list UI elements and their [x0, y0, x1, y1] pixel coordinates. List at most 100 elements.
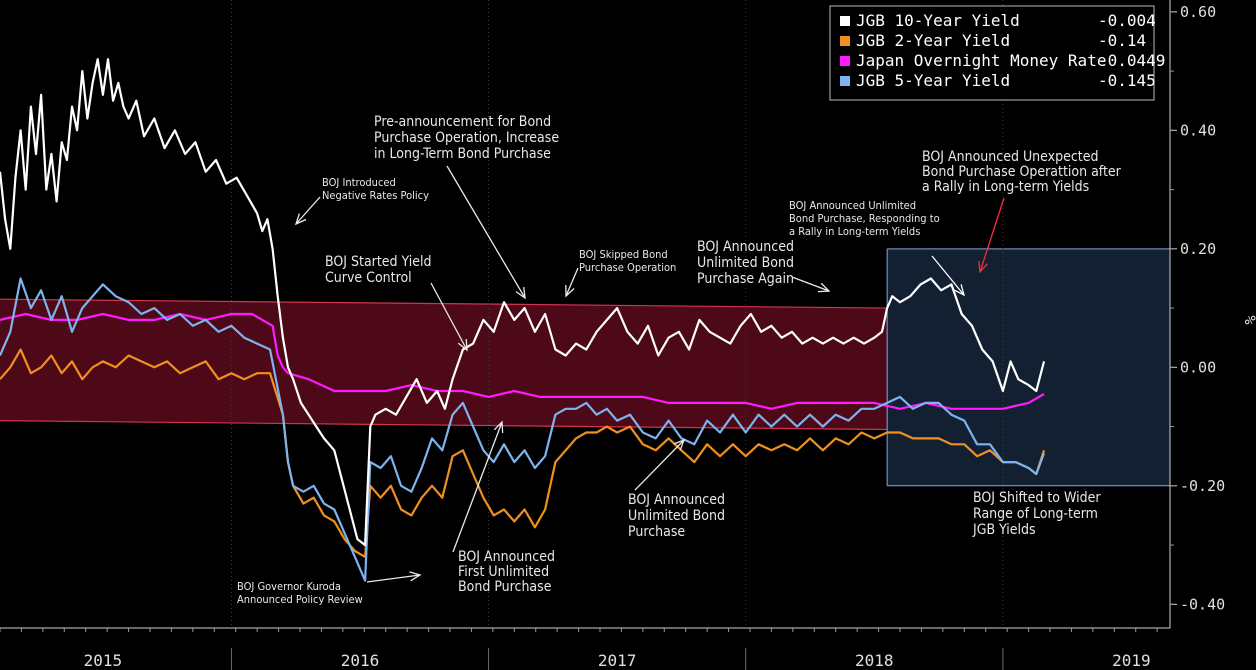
annotation-arrow-5: [791, 276, 831, 293]
annotation-5-line-3: Purchase Again: [697, 271, 794, 287]
annotation-2-line-1: BOJ Started Yield: [325, 254, 431, 270]
annotation-4-line-2: Purchase Operation: [579, 261, 676, 274]
y-tick-label: 0.00: [1180, 358, 1216, 376]
yield-curve-control-band: [0, 299, 888, 430]
x-tick-label: 2017: [598, 651, 637, 670]
legend-value-1: -0.004: [1098, 11, 1156, 30]
legend-value-3: -0.0449: [1098, 51, 1165, 70]
annotation-10-line-2: Announced Policy Review: [237, 593, 363, 606]
annotation-11-line-1: BOJ Shifted to Wider: [973, 490, 1101, 506]
annotation-9-line-2: First Unlimited: [458, 564, 549, 580]
annotation-arrow-9: [452, 420, 504, 553]
arrow-shaft: [791, 276, 830, 292]
annotation-6-line-1: BOJ Announced Unlimited: [789, 199, 916, 212]
wider-range-band: [887, 248, 1170, 486]
annotation-8-line-2: Unlimited Bond: [628, 508, 725, 524]
arrow-shaft: [931, 255, 965, 296]
arrow-shaft: [366, 574, 421, 583]
x-tick-label: 2019: [1112, 651, 1151, 670]
arrow-head: [493, 420, 504, 434]
legend-label-1: JGB 10-Year Yield: [856, 11, 1020, 30]
series-line-jgb-5-year-yield: [0, 277, 1046, 582]
annotation-8-line-1: BOJ Announced: [628, 492, 725, 508]
annotation-arrow-6: [931, 255, 966, 297]
annotation-7-line-2: Bond Purchase Operattion after: [922, 164, 1122, 180]
annotation-5-line-2: Unlimited Bond: [697, 255, 794, 271]
legend-value-2: -0.14: [1098, 31, 1146, 50]
annotation-arrow-1: [294, 196, 321, 226]
annotation-3-line-1: Pre-announcement for Bond: [374, 114, 551, 130]
annotation-1-line-2: Negative Rates Policy: [322, 189, 429, 202]
arrow-head: [294, 213, 307, 226]
bands-layer: [0, 248, 1170, 487]
arrow-shaft: [979, 197, 1005, 273]
annotation-5-line-1: BOJ Announced: [697, 239, 794, 255]
annotation-3-line-2: Purchase Operation, Increase: [374, 130, 559, 146]
annotation-8-line-3: Purchase: [628, 524, 685, 540]
arrow-shaft: [446, 165, 526, 299]
annotation-2-line-2: Curve Control: [325, 270, 412, 286]
y-tick-label: 0.20: [1180, 240, 1216, 258]
arrow-head: [515, 286, 526, 300]
annotation-arrow-2: [430, 282, 468, 352]
y-tick-label: 0.60: [1180, 3, 1216, 21]
y-tick-label: -0.40: [1180, 595, 1225, 613]
annotation-3-line-3: in Long-Term Bond Purchase: [374, 146, 551, 162]
legend-label-3: Japan Overnight Money Rate: [856, 51, 1106, 70]
arrow-shaft: [565, 267, 579, 297]
annotation-7-line-1: BOJ Announced Unexpected: [922, 149, 1098, 165]
legend-value-4: -0.145: [1098, 71, 1156, 90]
series-line-japan-overnight-money-rate: [0, 312, 1045, 410]
legend-swatch-3: [840, 56, 850, 66]
series-line-jgb-10-year-yield: [0, 58, 1046, 547]
legend-label-2: JGB 2-Year Yield: [856, 31, 1010, 50]
y-tick-label: 0.40: [1180, 121, 1216, 139]
x-tick-label: 2015: [84, 651, 123, 670]
legend: JGB 10-Year Yield -0.004 JGB 2-Year Yield -…: [829, 5, 1165, 101]
series-layer: [0, 58, 1046, 582]
annotation-1-line-1: BOJ Introduced: [322, 176, 396, 189]
annotation-arrow-4: [565, 267, 579, 298]
annotation-10-line-1: BOJ Governor Kuroda: [237, 580, 341, 593]
annotation-arrow-3: [446, 165, 526, 300]
annotation-9-line-1: BOJ Announced: [458, 549, 555, 565]
annotation-arrow-7: [978, 197, 1005, 274]
legend-swatch-4: [840, 76, 850, 86]
annotation-11-line-3: JGB Yields: [972, 522, 1036, 538]
series-line-jgb-2-year-yield: [0, 348, 1046, 558]
arrow-shaft: [295, 196, 321, 225]
annotation-arrow-10: [366, 571, 422, 583]
arrow-head: [817, 282, 831, 293]
band-lower-bound-line: [0, 420, 888, 431]
arrow-head: [457, 338, 468, 352]
x-tick-label: 2016: [341, 651, 380, 670]
arrow-shaft: [430, 282, 468, 351]
x-tick-label: 2018: [855, 651, 894, 670]
y-tick-label: -0.20: [1180, 477, 1225, 495]
legend-swatch-2: [840, 36, 850, 46]
arrow-head: [409, 571, 422, 582]
arrow-head: [978, 260, 988, 274]
arrow-head: [565, 284, 575, 298]
y-axis-label: %: [1241, 315, 1256, 324]
annotation-arrow-8: [634, 438, 686, 491]
legend-swatch-1: [840, 16, 850, 26]
band-upper-bound-line: [0, 298, 888, 309]
arrow-shaft: [634, 439, 685, 491]
annotation-11-line-2: Range of Long-term: [973, 506, 1098, 522]
annotation-4-line-1: BOJ Skipped Bond: [579, 248, 668, 261]
grid-layer: [230, 0, 1004, 628]
legend-box: [829, 5, 1155, 101]
